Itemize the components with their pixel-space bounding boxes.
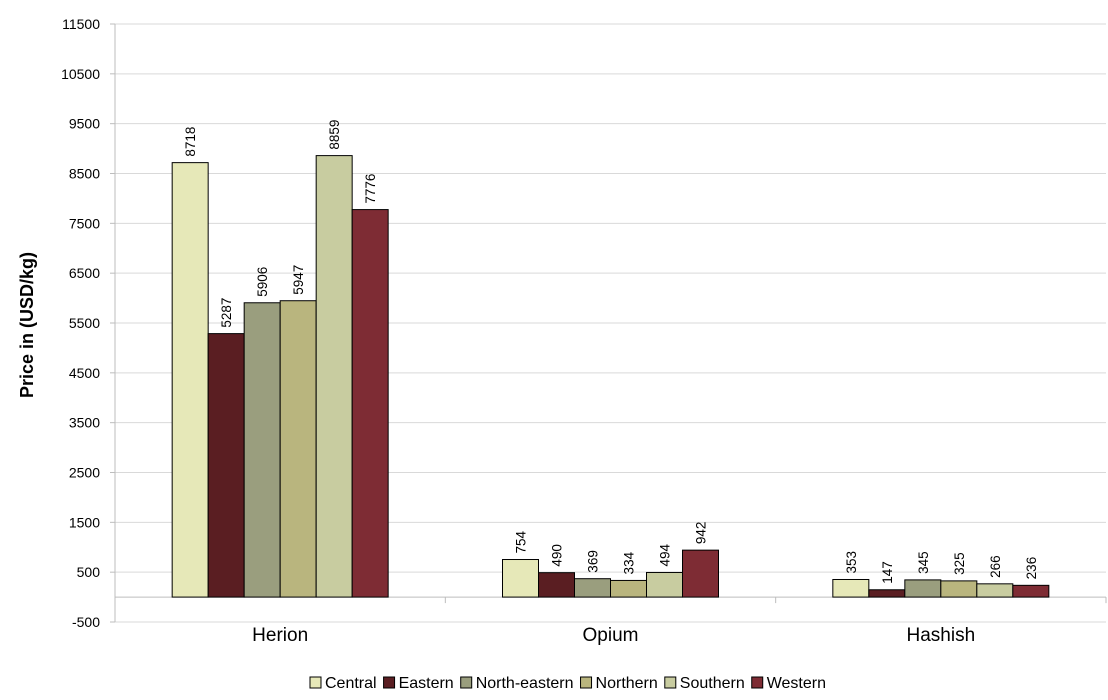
y-tick-label: 7500 <box>69 215 100 231</box>
data-label: 942 <box>694 522 709 545</box>
data-label: 345 <box>916 551 931 574</box>
data-label: 334 <box>622 551 637 574</box>
bar <box>868 589 906 598</box>
y-tick-label: 3500 <box>69 415 100 431</box>
legend-swatch <box>383 676 396 689</box>
y-tick-label: 2500 <box>69 465 100 481</box>
legend-swatch <box>460 676 473 689</box>
y-tick-label: 4500 <box>69 365 100 381</box>
data-label: 8718 <box>183 127 198 157</box>
y-tick-label: -500 <box>72 614 100 630</box>
data-label: 353 <box>844 551 859 574</box>
x-tick-label: Hashish <box>907 625 976 646</box>
y-tick-label: 11500 <box>62 16 100 32</box>
data-label: 5906 <box>255 267 270 297</box>
data-label: 325 <box>952 552 967 575</box>
data-label: 7776 <box>363 174 378 204</box>
data-label: 266 <box>988 555 1003 578</box>
bar <box>538 572 575 598</box>
y-tick-label: 10500 <box>61 66 100 82</box>
legend-swatch <box>580 676 593 689</box>
legend-swatch <box>309 676 322 689</box>
bar <box>682 549 719 598</box>
y-tick-label: 500 <box>77 564 101 580</box>
legend-label: Central <box>325 675 377 692</box>
data-label: 754 <box>514 530 529 553</box>
data-label: 5287 <box>219 298 234 328</box>
bar <box>171 162 209 598</box>
y-axis-title: Price in (USD/kg) <box>17 252 37 398</box>
legend-swatch <box>751 676 764 689</box>
legend: Central Eastern North-eastern Northern South… <box>309 675 826 692</box>
legend-label: Northern <box>596 675 658 692</box>
bar <box>502 559 539 598</box>
bar <box>243 302 281 598</box>
data-labels: 8718 5287 5906 5947 8859 7776 754 490 369 334 494 9… <box>183 120 1039 584</box>
legend-label: Southern <box>680 675 745 692</box>
y-tick-label: 9500 <box>69 116 100 132</box>
bar <box>574 578 611 598</box>
legend-label: North-eastern <box>476 675 574 692</box>
bar <box>940 580 978 598</box>
bar <box>207 333 245 598</box>
data-label: 147 <box>880 561 895 584</box>
bar <box>315 155 353 598</box>
legend-label: Western <box>767 675 826 692</box>
x-tick-label: Opium <box>583 625 639 646</box>
bar <box>832 578 870 598</box>
legend-label: Eastern <box>399 675 454 692</box>
bar <box>904 579 942 598</box>
y-tick-label: 5500 <box>69 315 100 331</box>
bar <box>1012 584 1050 598</box>
data-label: 5947 <box>291 265 306 295</box>
bar <box>279 300 317 598</box>
data-label: 236 <box>1024 557 1039 580</box>
data-label: 494 <box>658 543 673 566</box>
x-tick-label: Herion <box>252 625 308 646</box>
y-tick-label: 6500 <box>69 265 100 281</box>
bar <box>976 583 1014 598</box>
y-tick-label: 8500 <box>69 166 100 182</box>
y-tick-label: 1500 <box>69 514 100 530</box>
bar <box>646 571 683 598</box>
bar <box>610 579 647 598</box>
legend-swatch <box>664 676 677 689</box>
data-label: 8859 <box>327 120 342 150</box>
bars <box>171 155 1050 598</box>
bar <box>351 209 389 598</box>
data-label: 490 <box>550 544 565 567</box>
data-label: 369 <box>586 550 601 573</box>
